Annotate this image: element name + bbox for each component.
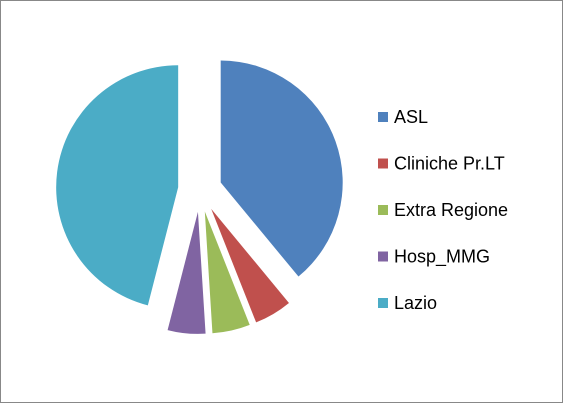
legend-swatch [378,251,388,262]
pie-slice [211,208,289,323]
pie-slice [167,211,206,334]
pie-slice [220,60,343,277]
legend-swatch [378,112,388,122]
legend-label: Lazio [394,293,437,313]
legend-label: Hosp_MMG [394,246,490,267]
pie-slice [204,211,250,334]
legend-swatch [378,205,388,215]
legend-label: Extra Regione [394,200,508,220]
legend-swatch [378,158,388,169]
pie-slice [56,65,179,306]
legend-swatch [378,298,388,308]
legend-label: Cliniche Pr.LT [394,153,505,173]
legend-label: ASL [394,107,428,127]
